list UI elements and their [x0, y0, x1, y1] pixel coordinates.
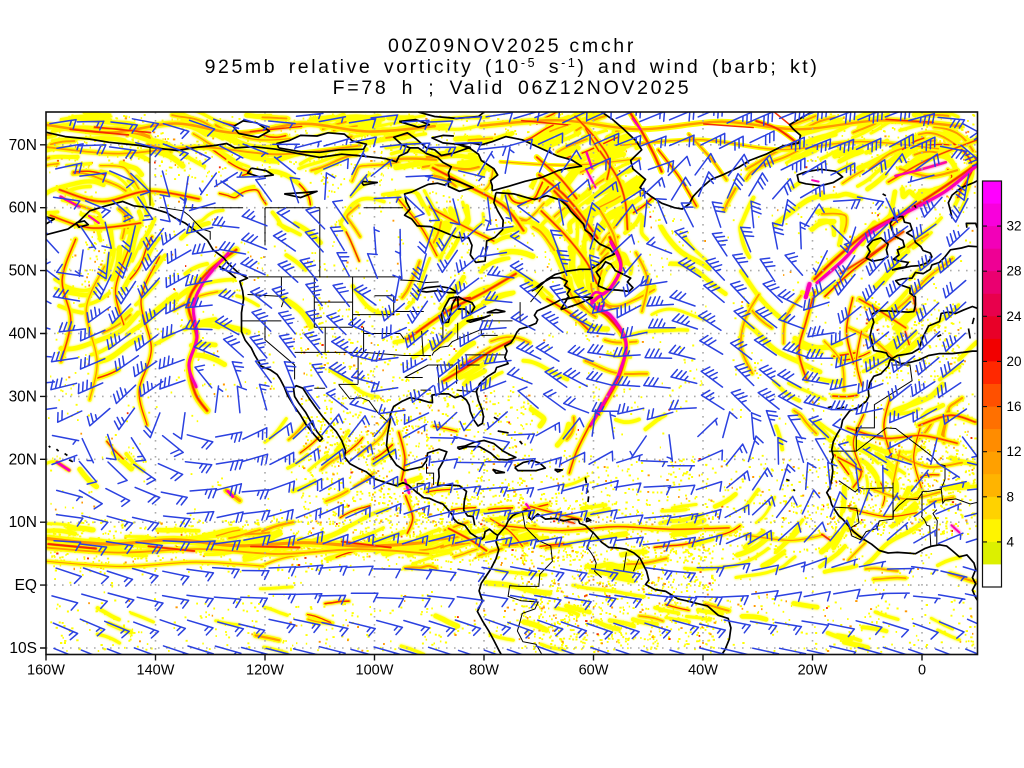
svg-text:12: 12 — [1007, 444, 1022, 459]
svg-text:0: 0 — [918, 663, 926, 679]
svg-text:EQ: EQ — [15, 577, 37, 594]
svg-text:925mb relative vorticity (10-5: 925mb relative vorticity (10-5 s-1) and … — [205, 56, 820, 78]
svg-text:40W: 40W — [688, 663, 718, 679]
svg-text:F=78 h ; Valid 06Z12NOV2025: F=78 h ; Valid 06Z12NOV2025 — [333, 77, 692, 99]
svg-text:100W: 100W — [356, 663, 394, 679]
svg-text:24: 24 — [1007, 309, 1023, 324]
svg-text:70N: 70N — [9, 137, 37, 154]
svg-text:30N: 30N — [9, 388, 37, 405]
svg-text:00Z09NOV2025 cmchr: 00Z09NOV2025 cmchr — [388, 35, 636, 57]
svg-text:160W: 160W — [27, 663, 65, 679]
svg-text:10S: 10S — [9, 640, 37, 657]
svg-text:10N: 10N — [9, 514, 37, 531]
svg-text:120W: 120W — [246, 663, 284, 679]
svg-text:28: 28 — [1007, 264, 1022, 279]
svg-text:20N: 20N — [9, 451, 37, 468]
svg-text:80W: 80W — [469, 663, 499, 679]
svg-text:140W: 140W — [137, 663, 175, 679]
svg-text:8: 8 — [1007, 489, 1015, 504]
svg-text:50N: 50N — [9, 263, 37, 280]
svg-text:20: 20 — [1007, 354, 1022, 369]
svg-text:60N: 60N — [9, 200, 37, 217]
svg-text:40N: 40N — [9, 326, 37, 343]
svg-text:20W: 20W — [798, 663, 828, 679]
svg-text:4: 4 — [1007, 534, 1015, 549]
svg-text:16: 16 — [1007, 399, 1022, 414]
svg-text:60W: 60W — [579, 663, 609, 679]
svg-text:32: 32 — [1007, 219, 1022, 234]
